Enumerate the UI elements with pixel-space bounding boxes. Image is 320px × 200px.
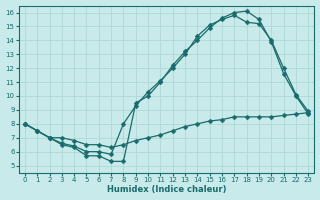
X-axis label: Humidex (Indice chaleur): Humidex (Indice chaleur) — [107, 185, 226, 194]
